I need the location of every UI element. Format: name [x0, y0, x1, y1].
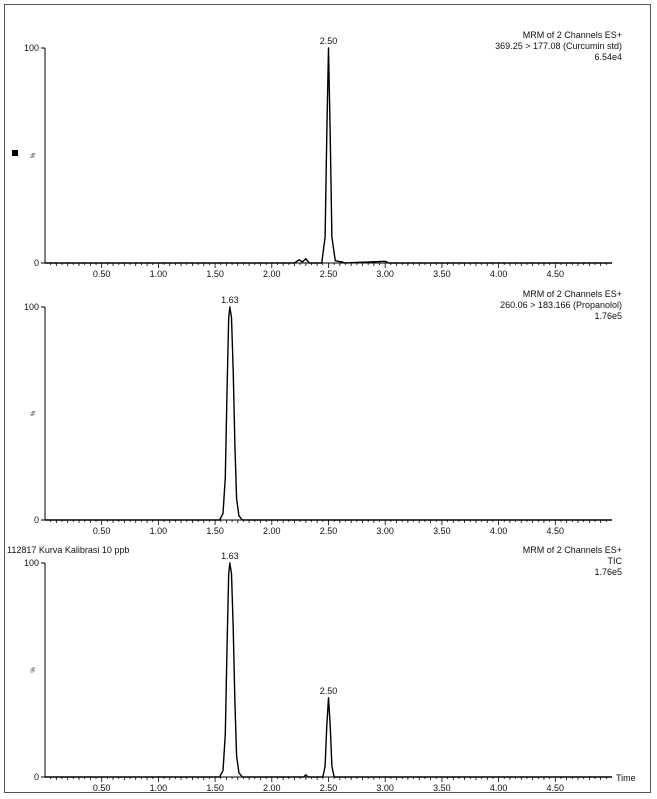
header-line-1: MRM of 2 Channels ES+ [523, 545, 622, 555]
x-tick-label: 1.50 [206, 526, 224, 536]
x-tick-label: 3.50 [433, 783, 451, 793]
x-tick-label: 0.50 [93, 783, 111, 793]
header-line-1: MRM of 2 Channels ES+ [523, 30, 622, 40]
chromatogram-panel-2: 100 0% 0.50 1.00 1.50 2.00 2.50 3.00 3.50 4.00 4.5… [24, 289, 622, 536]
y-axis-label: % [31, 152, 37, 158]
x-tick-label: 2.50 [320, 269, 338, 279]
x-tick-label: 1.50 [206, 269, 224, 279]
x-tick-label: 3.00 [376, 526, 394, 536]
y-tick-label-0: 0 [34, 772, 39, 782]
x-tick-label: 4.50 [547, 783, 565, 793]
y-tick-label-100: 100 [24, 558, 39, 568]
chromatogram-trace [45, 306, 612, 521]
chromatogram-panel-3: 100 0% 0.50 1.00 1.50 2.00 2.50 3.00 3.50 4.00 4.5… [7, 545, 636, 793]
sample-title: 112817 Kurva Kalibrasi 10 ppb [7, 545, 129, 555]
chromatogram-trace [45, 47, 612, 264]
peak-label: 1.63 [221, 551, 239, 561]
x-tick-label: 0.50 [93, 269, 111, 279]
peak-label: 1.63 [221, 295, 239, 305]
x-tick-label: 4.00 [490, 269, 508, 279]
y-tick-label-0: 0 [34, 258, 39, 268]
x-tick-label: 1.00 [150, 783, 168, 793]
marker-square-icon [12, 150, 18, 156]
x-tick-label: 4.00 [490, 526, 508, 536]
x-tick-label: 3.50 [433, 526, 451, 536]
x-tick-label: 0.50 [93, 526, 111, 536]
chromatogram-figure: 100 0% 0.50 1.00 1.50 2.00 2.50 3.00 3.50 4.00 4.5… [4, 4, 651, 793]
header-line-2: 369.25 > 177.08 (Curcumin std) [495, 41, 622, 51]
y-tick-label-0: 0 [34, 515, 39, 525]
header-line-3: 1.76e5 [594, 567, 622, 577]
x-tick-label: 1.50 [206, 783, 224, 793]
y-tick-label-100: 100 [24, 302, 39, 312]
x-tick-label: 4.50 [547, 526, 565, 536]
header-line-1: MRM of 2 Channels ES+ [523, 289, 622, 299]
y-axis-label: % [31, 410, 37, 416]
header-line-3: 6.54e4 [594, 52, 622, 62]
chromatogram-trace [45, 562, 612, 778]
x-tick-label: 1.00 [150, 526, 168, 536]
x-tick-label: 2.00 [263, 783, 281, 793]
chromatogram-stack: 100 0% 0.50 1.00 1.50 2.00 2.50 3.00 3.50 4.00 4.5… [7, 30, 636, 793]
x-tick-label: 2.50 [320, 526, 338, 536]
chromatogram-panel-1: 100 0% 0.50 1.00 1.50 2.00 2.50 3.00 3.50 4.00 4.5… [24, 30, 622, 279]
peak-label: 2.50 [320, 686, 338, 696]
y-axis-label: % [31, 667, 37, 673]
peak-label: 2.50 [320, 36, 338, 46]
x-tick-label: 4.00 [490, 783, 508, 793]
x-axis-label: Time [616, 773, 636, 783]
x-tick-label: 4.50 [547, 269, 565, 279]
header-line-3: 1.76e5 [594, 311, 622, 321]
x-tick-label: 2.00 [263, 269, 281, 279]
header-line-2: TIC [608, 556, 623, 566]
x-tick-label: 1.00 [150, 269, 168, 279]
y-tick-label-100: 100 [24, 43, 39, 53]
x-tick-label: 3.00 [376, 783, 394, 793]
x-tick-label: 2.50 [320, 783, 338, 793]
x-tick-label: 3.50 [433, 269, 451, 279]
header-line-2: 260.06 > 183.166 (Propanolol) [500, 300, 622, 310]
x-tick-label: 2.00 [263, 526, 281, 536]
x-tick-label: 3.00 [376, 269, 394, 279]
